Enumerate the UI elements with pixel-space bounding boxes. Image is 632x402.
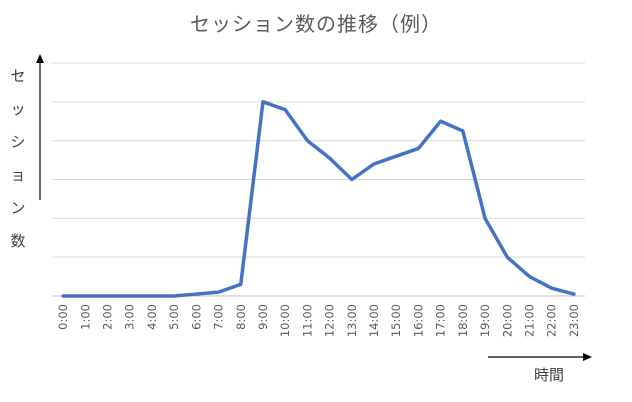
x-tick-label: 10:00 <box>278 304 292 337</box>
x-tick-label: 3:00 <box>123 304 137 330</box>
data-point <box>128 294 132 298</box>
y-axis-label-char: ン <box>10 199 26 217</box>
data-point <box>550 286 554 290</box>
x-axis-arrow-head <box>583 353 592 361</box>
y-axis-label-char: 数 <box>10 232 26 250</box>
y-axis-label-char: ョ <box>10 166 26 184</box>
chart-title: セッション数の推移（例） <box>190 12 442 36</box>
x-tick-label: 16:00 <box>411 304 425 337</box>
data-point <box>194 292 198 296</box>
data-point <box>350 178 354 181</box>
data-point <box>283 108 287 112</box>
y-axis-label-char: セ <box>10 67 26 85</box>
x-tick-label: 13:00 <box>345 304 359 337</box>
x-tick-label: 11:00 <box>300 304 314 337</box>
y-axis-label: セッション数 <box>8 60 28 258</box>
data-point <box>439 119 443 123</box>
y-axis-label-char: シ <box>10 133 26 151</box>
data-point <box>328 156 332 160</box>
x-tick-label: 19:00 <box>478 304 492 337</box>
data-point <box>527 275 531 279</box>
data-point <box>461 129 465 133</box>
data-point <box>394 154 398 158</box>
data-point <box>505 255 509 259</box>
x-tick-label: 12:00 <box>323 304 337 337</box>
x-tick-label: 7:00 <box>212 304 226 330</box>
data-point <box>416 146 420 150</box>
x-tick-label: 21:00 <box>522 304 536 337</box>
x-tick-label: 14:00 <box>367 304 381 337</box>
x-tick-label: 2:00 <box>101 304 115 330</box>
data-point <box>305 139 309 143</box>
x-tick-label: 5:00 <box>167 304 181 330</box>
data-point <box>261 100 265 104</box>
data-point <box>150 294 154 298</box>
x-tick-label: 15:00 <box>389 304 403 337</box>
data-point <box>106 294 110 298</box>
x-axis-label: 時間 <box>534 366 565 384</box>
data-point <box>172 294 176 298</box>
x-tick-label: 9:00 <box>256 304 270 330</box>
x-tick-label: 20:00 <box>500 304 514 337</box>
y-axis-arrow-head <box>36 54 44 63</box>
y-axis-label-char: ッ <box>10 100 26 118</box>
series-line <box>61 100 576 298</box>
x-tick-label: 6:00 <box>189 304 203 330</box>
x-tick-label: 17:00 <box>434 304 448 337</box>
data-point <box>83 294 87 298</box>
x-tick-label: 4:00 <box>145 304 159 330</box>
x-tick-label: 1:00 <box>78 304 92 330</box>
x-tick-label: 23:00 <box>567 304 581 337</box>
x-tick-label: 22:00 <box>545 304 559 337</box>
data-point <box>239 282 243 286</box>
x-tick-label: 0:00 <box>56 304 70 330</box>
gridlines <box>52 62 585 258</box>
data-point <box>61 294 65 298</box>
data-point <box>372 162 376 166</box>
data-point <box>217 290 221 294</box>
data-point <box>483 216 487 220</box>
x-tick-label: 18:00 <box>456 304 470 337</box>
x-tick-label: 8:00 <box>234 304 248 330</box>
data-point <box>572 292 576 296</box>
